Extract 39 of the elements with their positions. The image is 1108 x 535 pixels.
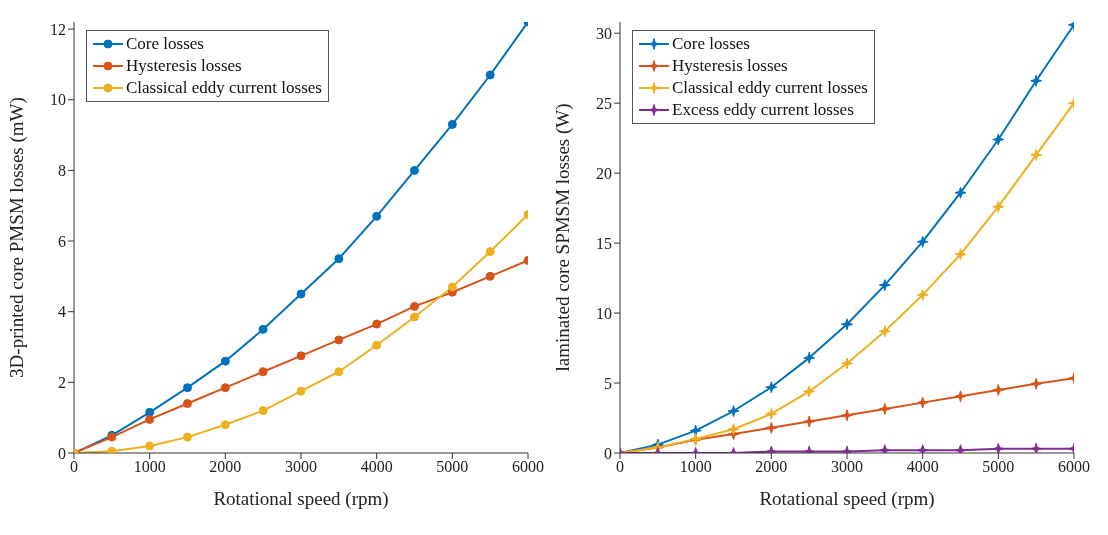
x-axis-title: Rotational speed (rpm) <box>759 488 935 510</box>
x-tick-label: 6000 <box>512 458 544 476</box>
x-tick-label: 2000 <box>209 458 242 476</box>
x-tick-label: 1000 <box>133 458 166 476</box>
y-tick-label: 5 <box>604 374 612 392</box>
x-tick-label: 4000 <box>906 458 939 476</box>
legend-label: Hysteresis losses <box>126 55 242 77</box>
x-tick-label: 3000 <box>831 458 863 476</box>
x-tick-label: 6000 <box>1058 458 1090 476</box>
y-tick-label: 12 <box>50 20 66 38</box>
y-tick-label: 6 <box>58 232 66 250</box>
legend-label: Core losses <box>672 33 750 55</box>
x-tick-label: 5000 <box>982 458 1015 476</box>
legend-label: Hysteresis losses <box>672 55 788 77</box>
legend-label: Classical eddy current losses <box>672 77 868 99</box>
x-tick-label: 2000 <box>755 458 788 476</box>
legend-label: Excess eddy current losses <box>672 99 854 121</box>
y-tick-label: 10 <box>50 91 66 109</box>
x-tick-label: 0 <box>70 458 78 476</box>
y-tick-label: 0 <box>58 444 66 462</box>
y-tick-label: 10 <box>596 304 612 322</box>
y-tick-label: 0 <box>604 444 612 462</box>
x-tick-label: 1000 <box>679 458 712 476</box>
y-tick-label: 15 <box>596 234 612 252</box>
legend-label: Core losses <box>126 33 204 55</box>
y-tick-label: 25 <box>596 94 612 112</box>
x-tick-label: 3000 <box>285 458 317 476</box>
y-tick-label: 2 <box>58 374 66 392</box>
x-axis-title: Rotational speed (rpm) <box>213 488 389 510</box>
x-tick-label: 0 <box>616 458 624 476</box>
y-tick-label: 8 <box>58 162 66 180</box>
x-tick-label: 4000 <box>360 458 393 476</box>
y-tick-label: 20 <box>596 164 612 182</box>
legend-label: Classical eddy current losses <box>126 77 322 99</box>
x-tick-label: 5000 <box>436 458 469 476</box>
y-axis-title: laminated core SPMSM losses (W) <box>551 103 574 372</box>
y-axis-title: 3D-printed core PMSM losses (mW) <box>5 97 28 378</box>
y-tick-label: 30 <box>596 24 612 42</box>
y-tick-label: 4 <box>58 303 66 321</box>
